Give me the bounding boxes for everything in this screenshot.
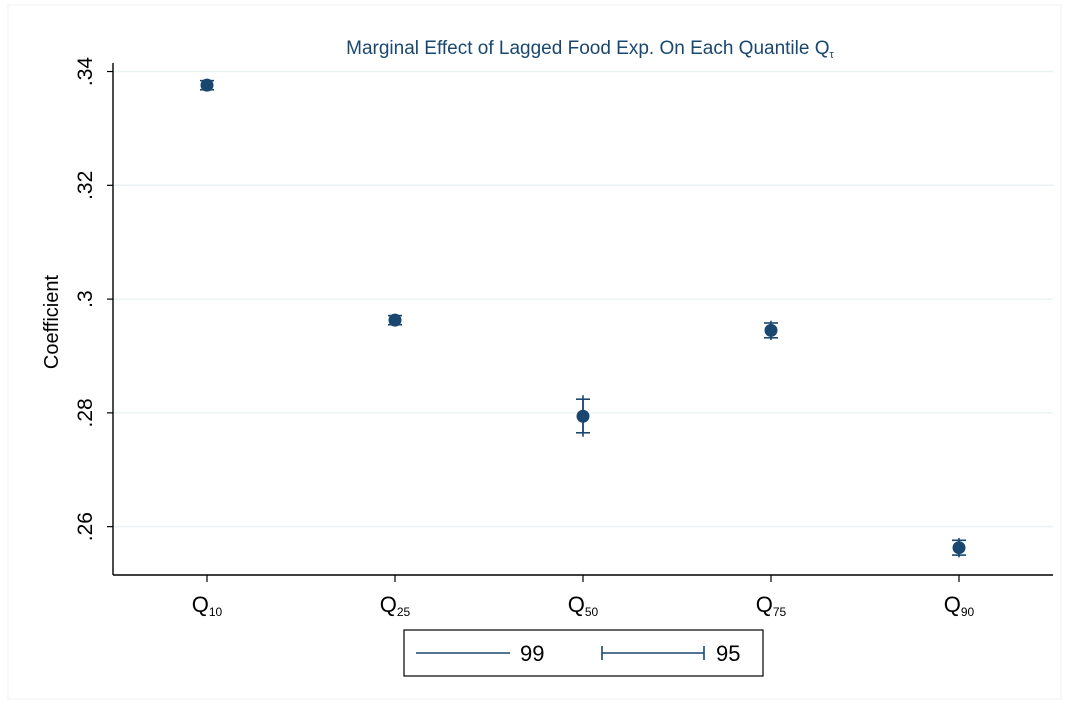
x-tick-label: Q25 bbox=[380, 592, 411, 619]
y-axis-label: Coefficient bbox=[41, 274, 63, 369]
data-series bbox=[200, 78, 966, 558]
data-point bbox=[764, 323, 778, 337]
y-tick-label: .28 bbox=[74, 398, 97, 427]
data-point-group bbox=[388, 313, 402, 327]
x-tick-label: Q50 bbox=[568, 592, 599, 619]
data-point-group bbox=[200, 78, 214, 92]
y-tick-label: .26 bbox=[74, 512, 97, 541]
x-tick-label: Q75 bbox=[756, 592, 787, 619]
data-point-group bbox=[952, 538, 966, 558]
data-point-group bbox=[576, 395, 590, 437]
title-subscript: τ bbox=[830, 49, 835, 61]
data-point bbox=[200, 78, 214, 92]
y-axis-ticks: .26 .28 .3 .32 .34 bbox=[74, 57, 113, 541]
x-tick-label: Q10 bbox=[192, 592, 223, 619]
legend-label-99: 99 bbox=[520, 641, 544, 666]
data-point bbox=[576, 409, 590, 423]
legend-label-95: 95 bbox=[716, 641, 740, 666]
legend-key-95 bbox=[601, 646, 705, 660]
data-point-group bbox=[764, 320, 778, 341]
data-point bbox=[952, 541, 966, 555]
x-axis-ticks: Q10 Q25 Q50 Q75 Q90 bbox=[192, 575, 975, 619]
y-tick-label: .34 bbox=[74, 57, 97, 87]
x-tick-label: Q90 bbox=[944, 592, 975, 619]
gridlines bbox=[113, 70, 1053, 528]
y-tick-label: .32 bbox=[74, 171, 97, 200]
data-point bbox=[388, 313, 402, 327]
chart-title: Marginal Effect of Lagged Food Exp. On E… bbox=[346, 38, 834, 61]
y-tick-label: .3 bbox=[74, 290, 97, 308]
legend: 99 95 bbox=[403, 629, 764, 677]
